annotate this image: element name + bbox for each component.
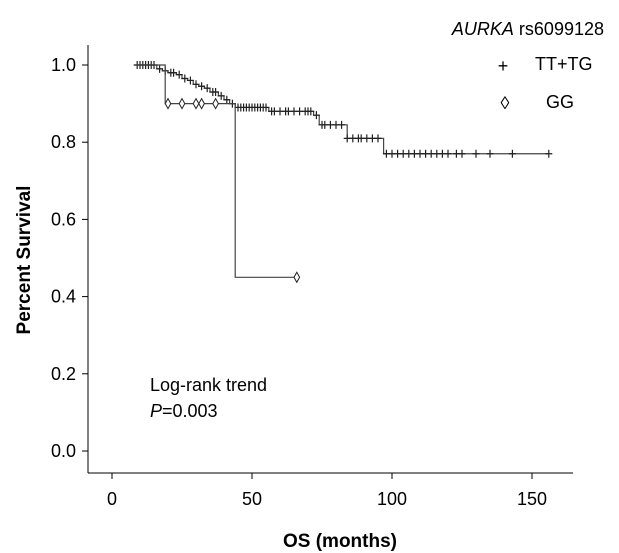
censor-mark-tt-tg [508, 149, 516, 158]
censor-mark-tt-tg [338, 120, 346, 129]
censor-mark-tt-tg [192, 80, 200, 89]
censor-mark-tt-tg [223, 95, 231, 104]
censor-mark-tt-tg [175, 70, 183, 79]
x-tick-label: 0 [107, 489, 117, 509]
test-name-annotation: Log-rank trend [150, 375, 267, 395]
censor-mark-tt-tg [545, 149, 553, 158]
censor-mark-tt-tg [203, 84, 211, 93]
p-value-annotation: P=0.003 [150, 401, 218, 421]
censor-mark-tt-tg [186, 76, 194, 85]
legend: + TT+TG ◊ GG [498, 54, 593, 113]
censor-mark-tt-tg [307, 107, 315, 116]
y-axis-title: Percent Survival [14, 186, 35, 335]
series-line-tt-tg [134, 64, 549, 155]
y-tick-label: 0.4 [51, 287, 76, 307]
y-axis-ticks: 0.0 0.2 0.4 0.6 0.8 1.0 [51, 55, 88, 461]
censor-mark-gg [192, 97, 200, 110]
chart-title: AURKA rs6099128 [451, 19, 604, 39]
legend-marker-tt-tg: + [498, 56, 509, 76]
censor-mark-tt-tg [181, 74, 189, 83]
legend-marker-gg: ◊ [501, 93, 510, 113]
x-tick-label: 100 [377, 489, 407, 509]
censor-mark-tt-tg [458, 149, 466, 158]
censor-mark-tt-tg [312, 111, 320, 120]
censor-mark-tt-tg [217, 91, 225, 100]
censor-mark-gg [178, 97, 186, 110]
censor-mark-tt-tg [486, 149, 494, 158]
legend-label-tt-tg: TT+TG [535, 54, 593, 74]
chart-title-gene: AURKA [451, 19, 514, 39]
chart-title-snp: rs6099128 [514, 19, 604, 39]
censor-mark-tt-tg [472, 149, 480, 158]
series-layer [133, 61, 553, 284]
censor-mark-gg [198, 97, 205, 110]
y-tick-label: 1.0 [51, 55, 76, 75]
p-value: =0.003 [162, 401, 218, 421]
x-tick-label: 50 [242, 489, 262, 509]
p-label: P [150, 401, 162, 421]
censor-mark-gg [164, 97, 172, 110]
y-tick-label: 0.2 [51, 364, 76, 384]
censor-mark-gg [212, 97, 219, 110]
y-tick-label: 0.0 [51, 441, 76, 461]
y-tick-label: 0.8 [51, 132, 76, 152]
censor-mark-tt-tg [212, 88, 220, 97]
censor-mark-tt-tg [156, 64, 164, 73]
series-line-gg [134, 64, 297, 278]
x-axis-title: OS (months) [283, 531, 397, 552]
x-axis-ticks: 0 50 100 150 [107, 473, 547, 509]
censor-mark-tt-tg [262, 103, 270, 112]
censor-mark-tt-tg [374, 134, 382, 143]
censor-mark-tt-tg [198, 82, 206, 91]
censor-mark-gg [293, 271, 301, 284]
y-tick-label: 0.6 [51, 209, 76, 229]
censor-mark-tt-tg [444, 149, 452, 158]
censor-mark-tt-tg [170, 68, 178, 77]
legend-label-gg: GG [546, 92, 574, 112]
x-tick-label: 150 [517, 489, 547, 509]
